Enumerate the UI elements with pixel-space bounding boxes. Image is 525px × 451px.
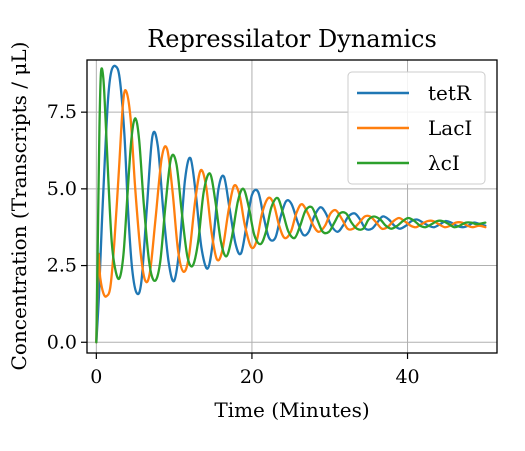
x-tick-label: 40 — [395, 366, 419, 388]
legend-label-1: LacI — [428, 116, 472, 140]
series-line-1 — [95, 89, 487, 344]
axis-ticks: 0 20 40 0.0 2.5 5.0 7.5 — [47, 101, 420, 388]
y-tick-label: 0.0 — [47, 331, 77, 353]
x-tick-label: 20 — [240, 366, 264, 388]
series-line-2 — [95, 67, 487, 344]
legend: tetR LacI λcI — [347, 71, 486, 185]
plot-series — [95, 64, 487, 344]
legend-label-2: λcI — [428, 151, 460, 175]
x-tick-label: 0 — [90, 366, 102, 388]
x-axis-label: Time (Minutes) — [214, 398, 369, 422]
plot-frame — [86, 59, 498, 354]
legend-label-0: tetR — [428, 81, 472, 105]
y-tick-label: 7.5 — [47, 101, 77, 123]
y-axis-label: Concentration (Transcripts / μL) — [7, 42, 31, 371]
chart-title: Repressilator Dynamics — [147, 25, 437, 53]
series-line-0 — [95, 64, 487, 344]
y-tick-label: 5.0 — [47, 178, 77, 200]
y-tick-label: 2.5 — [47, 255, 77, 277]
legend-box — [347, 71, 486, 185]
